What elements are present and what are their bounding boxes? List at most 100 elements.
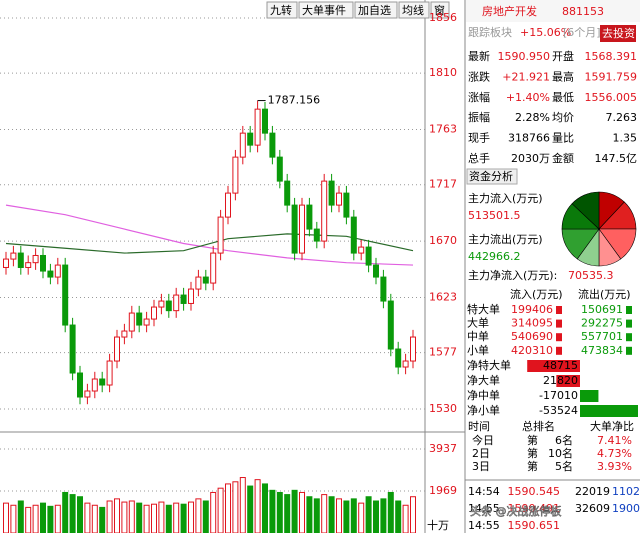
quote-label: 涨幅 <box>468 91 490 104</box>
candle-body <box>306 204 313 230</box>
quote-label: 量比 <box>552 132 574 145</box>
volume-bar <box>62 491 69 533</box>
volume-bar <box>195 498 202 533</box>
flow-in-marker <box>556 346 562 355</box>
volume-bar <box>269 489 276 533</box>
volume-bar <box>17 500 24 533</box>
volume-bar <box>365 496 372 533</box>
candle-body <box>387 300 394 350</box>
flow-in: 540690 <box>511 330 553 343</box>
invest-button[interactable] <box>600 25 636 42</box>
candle-body <box>143 318 150 326</box>
quote-value: 1591.759 <box>585 70 638 83</box>
flow-header: 流出(万元) <box>578 287 631 301</box>
outflow-label: 主力流出(万元) <box>468 232 543 246</box>
volume-bar <box>99 506 106 533</box>
funds-tab-label: 资金分析 <box>469 169 513 183</box>
flow-in: 199406 <box>511 303 553 316</box>
volume-bar <box>254 479 261 533</box>
volume-bar <box>10 504 17 533</box>
volume-bar <box>380 498 387 533</box>
quote-label: 最新 <box>468 49 490 63</box>
candle-body <box>328 180 335 206</box>
trade-cell: 1590.545 <box>508 485 561 498</box>
candle-body <box>350 216 357 254</box>
flow-label: 特大单 <box>467 302 500 316</box>
rank-place: 10名 <box>548 446 573 460</box>
candle-body <box>136 312 143 326</box>
candle-body <box>3 258 9 268</box>
candle-body <box>395 348 402 368</box>
volume-bar <box>217 487 224 533</box>
funds-tab[interactable] <box>466 168 518 185</box>
candle-body <box>365 246 372 266</box>
volume-bar <box>188 501 194 533</box>
volume-bar <box>47 505 54 533</box>
toolbar-button[interactable] <box>430 1 450 19</box>
trade-cell: 14:55 <box>468 502 500 515</box>
candle-body <box>10 252 17 260</box>
volume-bar <box>395 500 402 533</box>
toolbar-button[interactable] <box>398 1 430 19</box>
volume-bar <box>291 489 298 533</box>
y-tick-label: 1717 <box>429 178 457 191</box>
trade-cell: 14:54 <box>468 485 500 498</box>
volume-bar <box>410 496 416 533</box>
flow-out-marker <box>626 346 632 355</box>
volume-bar <box>54 504 61 533</box>
candle-body <box>343 192 350 218</box>
net-flow-label: 净中单 <box>467 388 500 402</box>
rank-day: 2日 <box>472 447 490 460</box>
candle-body <box>91 378 98 392</box>
toolbar-label: 大单事件 <box>302 3 346 17</box>
volume-bar <box>328 496 335 533</box>
candle-body <box>225 192 231 218</box>
volume-bar <box>321 494 328 533</box>
volume-bar <box>373 500 379 533</box>
volume-bar <box>91 504 98 533</box>
volume-bar <box>158 501 165 533</box>
title-bar <box>466 0 640 22</box>
net-flow-label: 净大单 <box>467 373 500 387</box>
candle-body <box>188 288 194 304</box>
volume-tick-label: 1969 <box>429 484 457 497</box>
quote-value: 1568.391 <box>585 50 638 63</box>
trade-cell: 14:55 <box>468 519 500 532</box>
quote-label: 最高 <box>552 69 574 83</box>
rank-ratio: 3.93% <box>597 460 632 473</box>
sector-name: 房地产开发 <box>482 4 537 18</box>
candle-body <box>410 336 416 362</box>
net-flow-bar <box>527 360 580 372</box>
candle-body <box>121 330 128 338</box>
y-tick-label: 1856 <box>429 11 457 24</box>
quote-value: 2030万 <box>511 152 550 165</box>
volume-bar <box>84 502 91 533</box>
flow-in-marker <box>556 319 562 328</box>
toolbar-button[interactable] <box>266 1 298 19</box>
quote-label: 振幅 <box>468 110 490 124</box>
toolbar-button[interactable] <box>298 1 354 19</box>
rank-day: 今日 <box>472 433 494 447</box>
quote-value: 1.35 <box>613 132 638 145</box>
volume-bar <box>165 504 172 533</box>
moving-average <box>5 233 414 254</box>
net-flow-label: 净小单 <box>467 403 500 417</box>
flow-in: 420310 <box>511 344 553 357</box>
candle-body <box>269 132 276 158</box>
net-value: 70535.3 <box>568 269 614 282</box>
rank-prefix: 第 <box>527 446 538 460</box>
net-flow-value: -53524 <box>539 404 578 417</box>
annotation: 1787.156 <box>268 94 321 107</box>
volume-bar <box>136 502 143 533</box>
volume-bar <box>210 491 217 533</box>
candle-body <box>40 254 46 272</box>
y-tick-label: 1623 <box>429 290 457 303</box>
net-label: 主力净流入(万元): <box>468 268 557 282</box>
rank-header: 总排名 <box>522 419 555 433</box>
toolbar-label: 九转 <box>270 3 292 17</box>
track-period: [6个月] <box>563 26 601 39</box>
trade-cell: 1900 <box>612 502 640 515</box>
candle-body <box>239 132 246 158</box>
inflow-label: 主力流入(万元) <box>468 191 543 205</box>
